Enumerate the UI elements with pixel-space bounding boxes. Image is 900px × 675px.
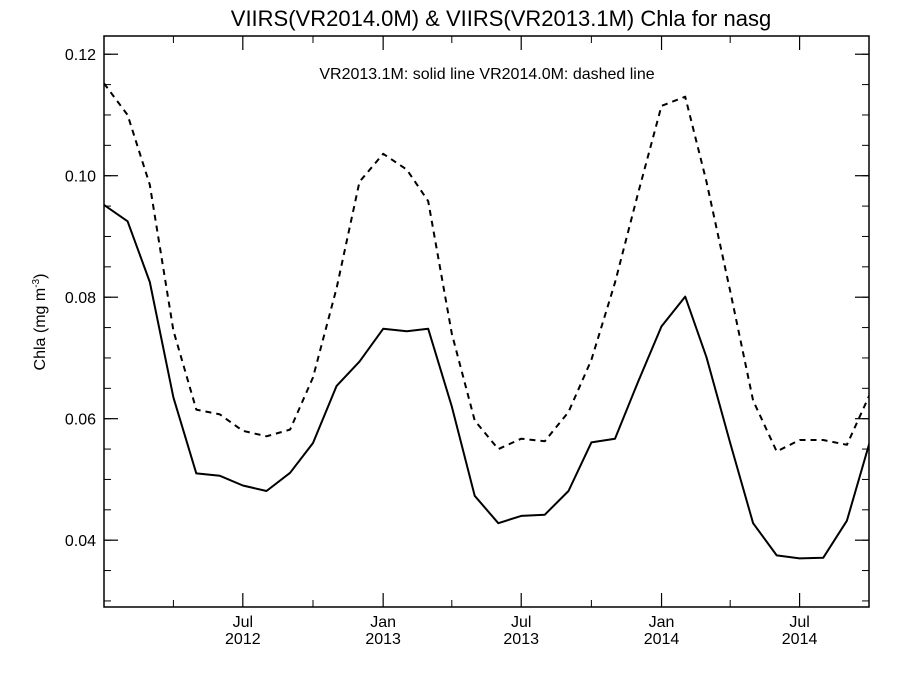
x-tick-year-label: 2014: [782, 631, 818, 648]
y-axis-label: Chla (mg m-3): [31, 274, 49, 371]
x-tick-year-label: 2014: [644, 631, 680, 648]
y-axis-label-text: Chla (mg m: [32, 288, 49, 371]
x-tick-month-label: Jul: [789, 614, 809, 631]
y-tick-label: 0.10: [65, 169, 96, 186]
plot-frame: [103, 35, 870, 608]
x-tick-year-label: 2013: [365, 631, 401, 648]
series-lines: [104, 82, 869, 560]
y-axis-label-superscript: -3: [31, 278, 42, 287]
series-line-dashed: [104, 82, 869, 453]
x-tick-year-label: 2012: [225, 631, 261, 648]
x-tick-month-label: Jan: [370, 614, 396, 631]
y-axis-label-close: ): [32, 274, 49, 279]
x-tick-month-label: Jan: [649, 614, 675, 631]
y-tick-label: 0.06: [65, 412, 96, 429]
y-tick-label: 0.12: [65, 47, 96, 64]
axis-ticks: 0.040.060.080.100.12Jul2012Jan2013Jul201…: [65, 36, 869, 648]
y-tick-label: 0.08: [65, 290, 96, 307]
series-line-solid: [104, 204, 869, 560]
line-style-annotation: VR2013.1M: solid line VR2014.0M: dashed …: [319, 66, 654, 83]
x-tick-month-label: Jul: [233, 614, 253, 631]
x-tick-month-label: Jul: [511, 614, 531, 631]
x-tick-year-label: 2013: [503, 631, 539, 648]
y-tick-label: 0.04: [65, 533, 96, 550]
chart-title: VIIRS(VR2014.0M) & VIIRS(VR2013.1M) Chla…: [231, 6, 771, 31]
